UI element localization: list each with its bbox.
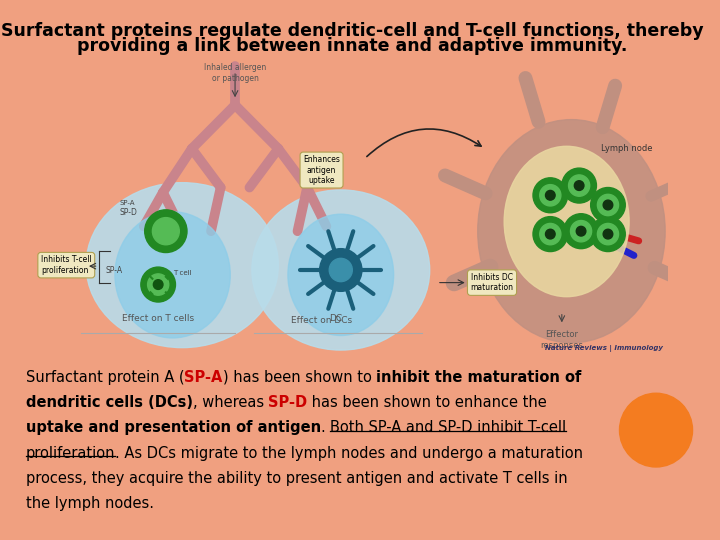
Text: process, they acquire the ability to present antigen and activate T cells in: process, they acquire the ability to pre… — [25, 471, 567, 486]
Circle shape — [540, 185, 561, 206]
Circle shape — [546, 191, 555, 200]
Text: Inhaled allergen
or pathogen: Inhaled allergen or pathogen — [204, 63, 266, 83]
Circle shape — [145, 210, 187, 253]
Ellipse shape — [478, 119, 665, 343]
Text: Effect on T cells: Effect on T cells — [122, 314, 194, 323]
Text: , whereas: , whereas — [192, 395, 269, 410]
Circle shape — [562, 168, 596, 203]
Text: T cell: T cell — [173, 270, 192, 276]
Text: uptake and presentation of antigen: uptake and presentation of antigen — [25, 421, 320, 435]
Text: Effector
responses: Effector responses — [541, 330, 583, 349]
Circle shape — [533, 178, 567, 213]
Text: SP-D: SP-D — [120, 208, 138, 217]
Text: SP-D: SP-D — [269, 395, 307, 410]
Text: the lymph nodes.: the lymph nodes. — [25, 496, 153, 511]
Text: . As DCs migrate to the lymph nodes and undergo a maturation: . As DCs migrate to the lymph nodes and … — [115, 446, 583, 461]
Circle shape — [329, 258, 352, 282]
Circle shape — [540, 224, 561, 245]
Circle shape — [141, 267, 176, 302]
Text: dendritic cells (DCs): dendritic cells (DCs) — [25, 395, 192, 410]
Circle shape — [603, 200, 613, 210]
Text: Surfactant proteins regulate dendritic-cell and T-cell functions, thereby: Surfactant proteins regulate dendritic-c… — [1, 22, 703, 39]
Circle shape — [575, 181, 584, 191]
Circle shape — [619, 393, 693, 467]
Circle shape — [576, 226, 586, 236]
Text: Effect on DCs: Effect on DCs — [291, 316, 352, 326]
Text: proliferation: proliferation — [25, 446, 115, 461]
Circle shape — [320, 248, 362, 292]
Circle shape — [590, 217, 625, 252]
Ellipse shape — [86, 183, 279, 348]
Text: SP-A: SP-A — [120, 200, 135, 206]
Ellipse shape — [115, 212, 230, 338]
Text: Inhibits DC
maturation: Inhibits DC maturation — [471, 273, 513, 292]
Circle shape — [153, 218, 179, 245]
Circle shape — [569, 175, 590, 196]
Circle shape — [153, 280, 163, 289]
Text: DC: DC — [330, 314, 343, 323]
Text: has been shown to enhance the: has been shown to enhance the — [307, 395, 547, 410]
Circle shape — [598, 194, 618, 215]
Ellipse shape — [252, 190, 430, 350]
Text: Lymph node: Lymph node — [601, 144, 653, 153]
Text: Enhances
antigen
uptake: Enhances antigen uptake — [303, 155, 340, 185]
Text: inhibit the maturation of: inhibit the maturation of — [376, 370, 582, 385]
Text: .: . — [320, 421, 330, 435]
Circle shape — [564, 214, 598, 248]
Circle shape — [533, 217, 567, 252]
Circle shape — [598, 224, 618, 245]
Circle shape — [546, 230, 555, 239]
Text: SP-A: SP-A — [105, 266, 122, 275]
Text: ) has been shown to: ) has been shown to — [222, 370, 376, 385]
Circle shape — [590, 187, 625, 222]
Circle shape — [148, 274, 168, 295]
Circle shape — [570, 220, 592, 242]
Text: providing a link between innate and adaptive immunity.: providing a link between innate and adap… — [77, 37, 628, 55]
Ellipse shape — [504, 146, 629, 296]
Text: Both SP-A and SP-D inhibit T-cell: Both SP-A and SP-D inhibit T-cell — [330, 421, 566, 435]
Ellipse shape — [288, 214, 394, 335]
Text: SP-A: SP-A — [184, 370, 222, 385]
Text: Surfactant protein A (: Surfactant protein A ( — [25, 370, 184, 385]
Text: Inhibits T-cell
proliferation: Inhibits T-cell proliferation — [41, 255, 91, 275]
Circle shape — [603, 230, 613, 239]
Text: Nature Reviews | Immunology: Nature Reviews | Immunology — [545, 346, 662, 353]
